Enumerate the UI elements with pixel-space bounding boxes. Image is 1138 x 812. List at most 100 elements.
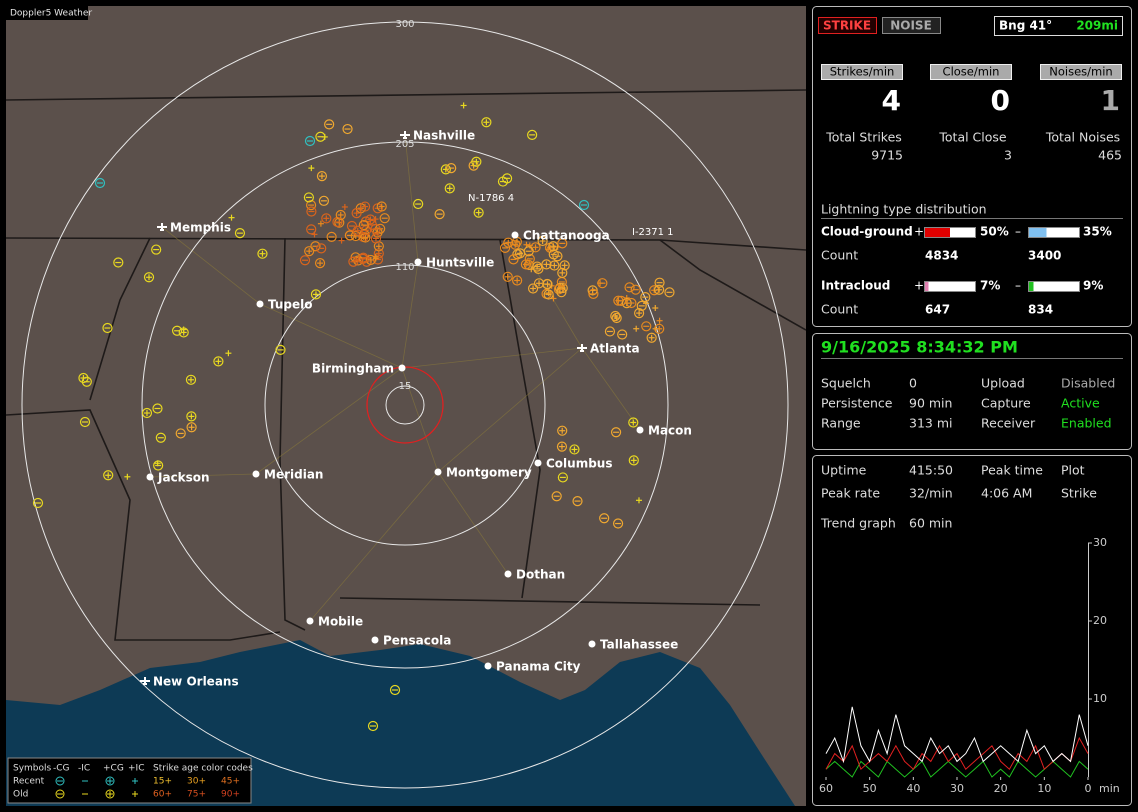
strike-symbol <box>303 192 314 203</box>
strike-symbol <box>654 284 665 295</box>
city-dot <box>511 231 519 239</box>
rate-value: 4 <box>882 84 901 117</box>
datetime: 9/16/2025 8:34:32 PM <box>821 338 1018 357</box>
strike-symbol <box>641 321 652 332</box>
dist-sign: – <box>1015 279 1021 293</box>
strike-symbol <box>636 300 647 311</box>
strike-symbol <box>604 326 616 337</box>
strike-symbol <box>569 444 580 455</box>
strike-button <box>818 17 877 34</box>
info: Peak time <box>981 463 1043 478</box>
city-label: Birmingham <box>312 362 394 376</box>
dist-track <box>1028 227 1080 238</box>
strike-symbol <box>514 248 526 259</box>
rate-label: Strikes/min <box>830 65 895 79</box>
strike-symbol <box>81 376 92 387</box>
x-tick-label: 40 <box>906 782 920 795</box>
strike-symbol <box>299 255 311 266</box>
legend-age: 45+ <box>221 777 240 787</box>
rate-value: 1 <box>1101 84 1120 117</box>
setting: Disabled <box>1061 376 1115 391</box>
strike-symbol <box>213 356 224 367</box>
x-unit: min <box>1099 782 1120 795</box>
strike-symbol <box>646 332 657 343</box>
strike-symbol <box>654 323 665 334</box>
rate-button <box>821 64 903 80</box>
strike-symbol <box>185 374 197 385</box>
strike-symbol <box>634 308 645 319</box>
strike-symbol <box>94 177 106 189</box>
y-tick-label: 30 <box>1093 536 1107 549</box>
city-dot <box>371 636 379 644</box>
info: Peak rate <box>821 486 880 501</box>
strike-symbol <box>597 278 608 289</box>
setting: Receiver <box>981 416 1036 431</box>
strike-symbol <box>310 289 322 300</box>
city-label: New Orleans <box>153 675 239 689</box>
legend-head: Strike age color codes <box>153 764 253 774</box>
range-label: 15 <box>399 381 412 392</box>
city-label: Chattanooga <box>523 229 610 243</box>
city-label: Dothan <box>516 568 565 582</box>
strike-symbol <box>559 260 570 271</box>
noise-button <box>882 17 941 34</box>
city-label: Nashville <box>413 129 475 143</box>
range-ring <box>385 385 425 425</box>
total-value: 3 <box>1004 148 1012 163</box>
strike-symbol <box>628 455 639 466</box>
station-marker: N-1786 4 <box>468 193 514 204</box>
setting: Persistence <box>821 396 893 411</box>
strike-symbol <box>186 422 197 433</box>
rate-label: Noises/min <box>1049 65 1112 79</box>
strike-symbol <box>79 416 91 428</box>
city-dot <box>256 300 264 308</box>
y-tick-label: 10 <box>1093 692 1107 705</box>
dist-pct: 35% <box>1083 225 1112 239</box>
city-label: Columbus <box>546 457 613 471</box>
rate-button <box>930 64 1012 80</box>
strike-symbol <box>551 491 562 502</box>
range-ring <box>21 21 789 789</box>
dist-sign: + <box>914 225 924 239</box>
strike-symbol <box>532 261 543 272</box>
info: Strike <box>1061 486 1097 501</box>
dist-name: Intracloud <box>821 279 890 293</box>
city-dot <box>588 640 596 648</box>
dist-bar <box>925 228 950 237</box>
strike-symbol <box>359 201 371 212</box>
count-value: 647 <box>925 303 950 317</box>
strike-symbol <box>630 284 641 295</box>
strike-symbol <box>557 425 568 436</box>
count-value: 3400 <box>1028 249 1061 263</box>
strike-symbol <box>315 131 326 142</box>
setting: Active <box>1061 396 1100 411</box>
info: 32/min <box>909 486 953 501</box>
strike-symbol <box>628 417 639 428</box>
city-label: Macon <box>648 424 692 438</box>
airport-icon <box>140 677 150 685</box>
city-dot <box>504 570 512 578</box>
info: 4:06 AM <box>981 486 1032 501</box>
city-label: Memphis <box>170 221 231 235</box>
strike-symbol <box>304 135 316 147</box>
brand: Doppler5 Weather <box>10 9 92 19</box>
strike-symbol <box>352 225 363 236</box>
dist-track <box>924 281 976 292</box>
rate-button <box>1040 64 1122 80</box>
strike-symbol <box>557 267 568 278</box>
rate-label: Close/min <box>943 65 1000 79</box>
strike-symbol <box>155 432 166 443</box>
trend-line <box>825 706 1089 764</box>
strike-symbol <box>348 256 359 267</box>
count-label: Count <box>821 248 858 263</box>
strike-symbol <box>316 243 327 254</box>
strike-symbol <box>473 207 484 218</box>
count-label: Count <box>821 302 858 317</box>
legend-symbol <box>105 776 115 786</box>
strike-symbol <box>624 282 635 293</box>
x-tick-label: 60 <box>819 782 833 795</box>
strike-symbol <box>578 199 590 211</box>
strike-symbol <box>444 183 455 194</box>
dist-sign: – <box>1015 225 1021 239</box>
strike-symbol <box>510 239 521 250</box>
